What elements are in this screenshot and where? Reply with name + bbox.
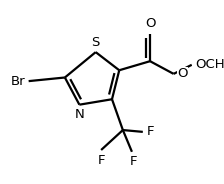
Text: N: N — [75, 108, 84, 121]
Text: OCH₃: OCH₃ — [195, 58, 224, 71]
Text: F: F — [146, 125, 154, 138]
Text: Br: Br — [10, 75, 25, 88]
Text: F: F — [97, 154, 105, 167]
Text: O: O — [177, 67, 188, 80]
Text: S: S — [91, 36, 100, 49]
Text: F: F — [130, 155, 138, 168]
Text: O: O — [145, 17, 155, 30]
